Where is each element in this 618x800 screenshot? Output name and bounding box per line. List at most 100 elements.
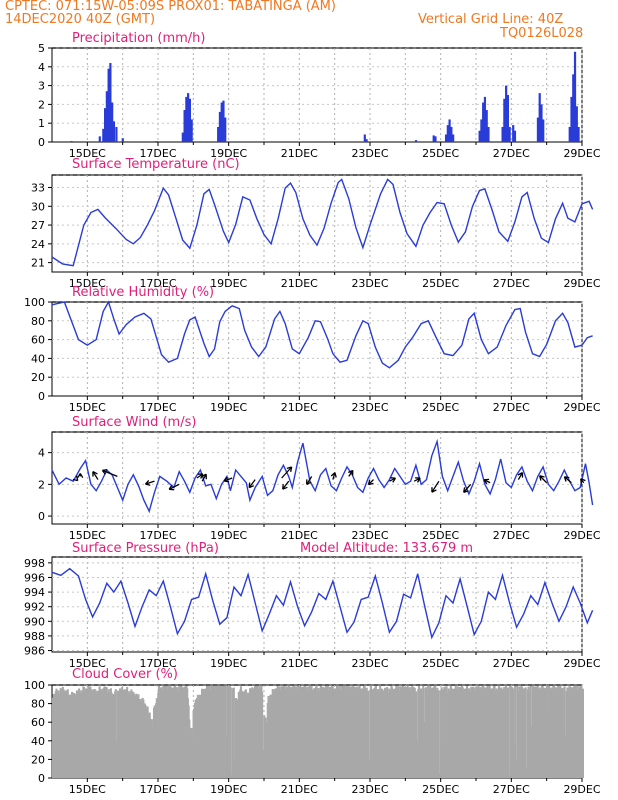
precip-bar: [512, 125, 515, 142]
precip-bar: [478, 130, 481, 142]
wind-vector: [563, 476, 572, 484]
chart-wind: 0 2 4 15DEC 17DEC 19DEC 21DEC 23DEC 25DEC 27DEC 29…: [38, 415, 601, 542]
y-tick-label: 994: [24, 586, 45, 599]
x-tick-label: 15DEC: [69, 277, 106, 290]
y-tick-label: 60: [31, 716, 45, 729]
y-tick-label: 0: [38, 390, 45, 403]
precip-bar: [540, 104, 543, 142]
x-tick-label: 15DEC: [69, 657, 106, 670]
x-tick-label: 23DEC: [351, 277, 388, 290]
precip-bar: [432, 135, 435, 142]
wind-vector: [102, 469, 118, 478]
wind-vector: [223, 477, 233, 482]
wind-arrowhead: [390, 477, 396, 483]
header-line1-right: Vertical Grid Line: 40Z: [418, 12, 564, 27]
plot-frame: [51, 301, 583, 397]
cloud-column: [511, 688, 515, 778]
x-tick-label: 15DEC: [69, 529, 106, 542]
x-tick-label: 19DEC: [210, 147, 247, 160]
wind-vector: [168, 483, 180, 490]
precip-bar: [503, 98, 506, 142]
precip-bar: [575, 106, 578, 142]
x-tick-label: 25DEC: [422, 783, 459, 796]
x-tick-label: 19DEC: [210, 401, 247, 414]
y-tick-label: 80: [31, 698, 45, 711]
precip-bar: [572, 74, 575, 142]
x-tick-label: 19DEC: [210, 529, 247, 542]
precip-bar: [538, 93, 541, 142]
precip-bar: [102, 128, 105, 142]
chart-title: Relative Humidity (%): [72, 285, 214, 300]
x-tick-label: 27DEC: [493, 529, 530, 542]
y-tick-label: 986: [24, 645, 45, 658]
x-tick-label: 21DEC: [281, 783, 318, 796]
wind-vector: [306, 476, 313, 485]
precip-bar: [505, 85, 508, 142]
x-tick-label: 29DEC: [563, 783, 600, 796]
x-tick-label: 29DEC: [563, 657, 600, 670]
wind-arrowhead: [92, 471, 98, 477]
precip-bar: [185, 96, 188, 142]
y-tick-label: 0: [38, 772, 45, 785]
precip-bar: [448, 119, 451, 142]
cloud-column: [563, 686, 566, 778]
x-tick-label: 27DEC: [493, 401, 530, 414]
precip-bar: [115, 126, 118, 142]
x-tick-label: 21DEC: [281, 657, 318, 670]
precip-bar: [536, 117, 540, 142]
precip-bar: [188, 98, 191, 142]
wind-arrowhead: [101, 468, 108, 475]
x-tick-label: 19DEC: [210, 783, 247, 796]
wind-arrowhead: [330, 472, 337, 478]
precip-bar: [222, 100, 225, 142]
y-tick-label: 1: [38, 117, 45, 130]
precip-bar: [483, 96, 487, 142]
x-tick-label: 29DEC: [563, 529, 600, 542]
x-tick-label: 19DEC: [210, 277, 247, 290]
x-tick-label: 27DEC: [493, 783, 530, 796]
rh-series-line: [51, 300, 593, 369]
x-tick-label: 21DEC: [281, 529, 318, 542]
chart-title: Surface Pressure (hPa): [72, 541, 219, 556]
x-tick-label: 17DEC: [139, 529, 176, 542]
x-tick-label: 17DEC: [139, 657, 176, 670]
chart-title: Precipitation (mm/h): [72, 31, 205, 46]
x-tick-label: 19DEC: [210, 657, 247, 670]
precip-bar: [450, 126, 453, 142]
precip-bar: [105, 91, 108, 142]
wind-arrowhead: [168, 484, 175, 491]
y-tick-label: 5: [38, 42, 45, 55]
wind-arrowhead: [539, 475, 545, 481]
wind-vector: [539, 475, 548, 484]
cloud-column: [229, 686, 232, 778]
x-tick-label: 25DEC: [422, 277, 459, 290]
precip-bar: [485, 110, 488, 142]
precip-bar: [414, 140, 418, 142]
x-tick-label: 17DEC: [139, 783, 176, 796]
chart-title: Surface Temperature (nC): [72, 157, 240, 172]
wind-arrowhead: [77, 473, 84, 479]
precip-bar: [452, 134, 455, 142]
y-tick-label: 996: [24, 571, 45, 584]
temp-series-line: [51, 178, 594, 267]
wind-arrowhead: [248, 482, 255, 489]
precip-bar: [570, 96, 573, 142]
wind-arrowhead: [72, 475, 79, 482]
cloud-column: [437, 690, 440, 778]
x-tick-label: 25DEC: [422, 147, 459, 160]
precip-bar: [109, 63, 112, 142]
x-tick-label: 27DEC: [493, 277, 530, 290]
y-tick-label: 30: [31, 200, 45, 213]
wind-arrowhead: [580, 478, 586, 484]
plot-frame: [51, 174, 583, 273]
cloud-column: [443, 686, 446, 778]
precip-bar: [190, 119, 193, 142]
y-tick-label: 990: [24, 615, 45, 628]
cloud-column: [367, 690, 370, 778]
precip-bar: [217, 126, 220, 142]
precip-bar: [506, 95, 509, 142]
x-tick-label: 21DEC: [281, 277, 318, 290]
x-tick-label: 23DEC: [351, 401, 388, 414]
y-tick-label: 60: [31, 334, 45, 347]
chart-precip: 0 1 2 3 4 5 15DEC 17DEC 19DEC 21DEC 23DEC 25DEC 27DE…: [38, 31, 601, 160]
